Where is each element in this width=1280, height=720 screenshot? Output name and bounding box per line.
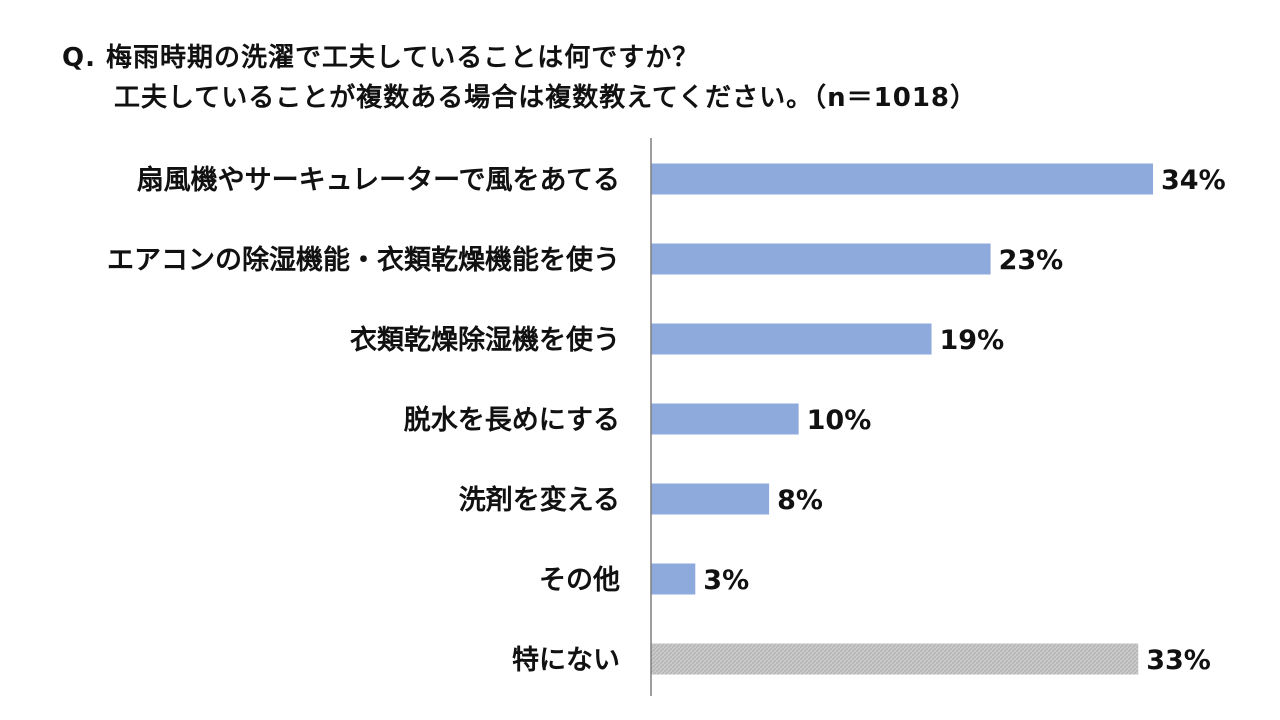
data-label: 19% xyxy=(940,325,1005,356)
bar xyxy=(651,563,696,595)
bar xyxy=(651,163,1153,195)
category-label: 脱水を長めにする xyxy=(404,405,620,436)
category-labels-group: 扇風機やサーキュレーターで風をあてるエアコンの除湿機能・衣類乾燥機能を使う衣類乾… xyxy=(107,164,620,676)
data-label: 8% xyxy=(777,485,823,516)
data-label: 10% xyxy=(807,405,872,436)
value-labels-group: 34% 23% 19% 10% 8% 3% 33% xyxy=(703,165,1225,676)
chart-title-line-2: 工夫していることが複数ある場合は複数教えてください。（n＝1018） xyxy=(114,83,978,113)
chart-title: Q. 梅雨時期の洗濯で工夫していることは何ですか？ 工夫していることが複数ある場… xyxy=(62,38,1242,118)
bar xyxy=(651,643,1139,675)
data-label: 23% xyxy=(999,245,1064,276)
category-label: 衣類乾燥除湿機を使う xyxy=(350,324,620,356)
bar xyxy=(651,403,799,435)
bar xyxy=(651,483,770,515)
data-label: 33% xyxy=(1146,645,1211,676)
bar xyxy=(651,243,991,275)
data-label: 3% xyxy=(703,565,749,596)
category-label: 洗剤を変える xyxy=(459,484,620,516)
chart-title-line-1: Q. 梅雨時期の洗濯で工夫していることは何ですか？ xyxy=(62,43,700,73)
category-label: その他 xyxy=(539,565,620,596)
bars-group xyxy=(651,163,1153,675)
bar xyxy=(651,323,932,355)
category-label: エアコンの除湿機能・衣類乾燥機能を使う xyxy=(107,244,620,276)
category-label: 扇風機やサーキュレーターで風をあてる xyxy=(137,164,620,196)
data-label: 34% xyxy=(1161,165,1226,196)
category-label: 特にない xyxy=(512,645,620,676)
